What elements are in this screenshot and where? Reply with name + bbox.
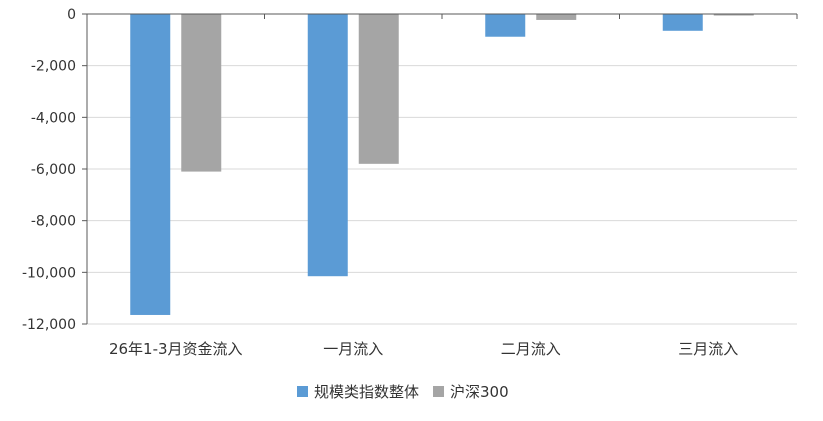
legend-swatch <box>297 386 308 397</box>
y-tick-label: -12,000 <box>22 317 76 333</box>
legend: 规模类指数整体 沪深300 <box>297 383 509 401</box>
bar <box>713 14 754 16</box>
bar <box>130 14 171 315</box>
bar <box>358 14 399 164</box>
bar <box>181 14 222 172</box>
y-tick-label: -4,000 <box>31 110 76 126</box>
y-tick-label: -10,000 <box>22 265 76 281</box>
axes <box>82 13 798 325</box>
legend-swatch <box>433 386 445 397</box>
y-tick-label: -6,000 <box>31 162 76 178</box>
x-category-label: 二月流入 <box>501 340 561 358</box>
bar <box>307 14 348 277</box>
bar <box>662 14 703 31</box>
x-category-label: 三月流入 <box>678 340 738 358</box>
y-tick-labels: 0 -2,000 -4,000 -6,000 -8,000 -10,000 -12,000 <box>22 7 76 333</box>
x-category-labels: 26年1-3月资金流入 一月流入 二月流入 三月流入 <box>109 340 738 358</box>
bars <box>130 14 754 315</box>
y-tick-label: -8,000 <box>31 214 76 230</box>
legend-label: 沪深300 <box>450 383 509 401</box>
x-category-label: 一月流入 <box>323 340 383 358</box>
y-tick-label: 0 <box>67 7 76 23</box>
x-category-label: 26年1-3月资金流入 <box>109 340 243 358</box>
bar <box>536 14 577 20</box>
bar <box>485 14 526 37</box>
legend-label: 规模类指数整体 <box>314 383 419 401</box>
y-tick-label: -2,000 <box>31 59 76 75</box>
